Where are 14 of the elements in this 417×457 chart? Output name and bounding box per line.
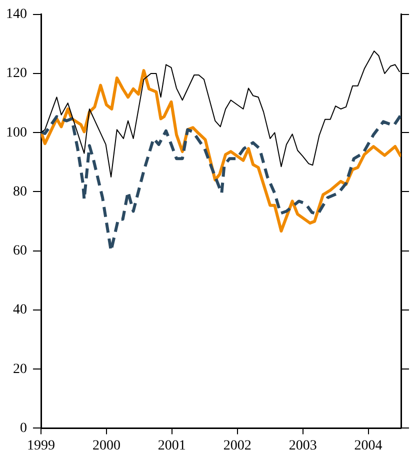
y-tick-label: 60 (13, 244, 27, 259)
y-tick-label: 20 (13, 362, 27, 377)
x-tick-label: 1999 (27, 438, 55, 454)
x-tick-label: 2002 (223, 438, 252, 454)
y-tick-label: 120 (6, 66, 27, 82)
y-tick-label: 0 (20, 420, 27, 436)
y-tick-label: 140 (6, 7, 27, 22)
y-tick-label: 40 (13, 302, 27, 318)
y-tick-label: 80 (13, 184, 27, 200)
x-tick-label: 2004 (354, 438, 382, 454)
x-tick-label: 2000 (92, 438, 120, 454)
x-tick-label: 2001 (158, 438, 186, 454)
y-tick-label: 100 (6, 125, 27, 140)
x-tick-label: 2003 (288, 438, 317, 454)
